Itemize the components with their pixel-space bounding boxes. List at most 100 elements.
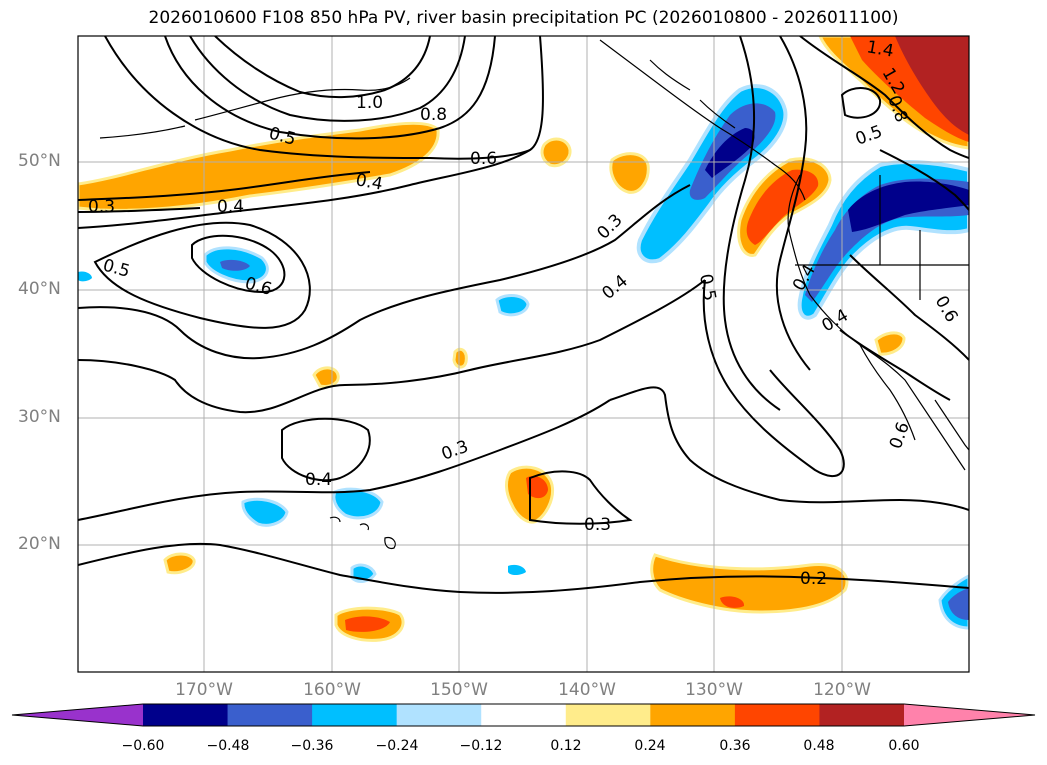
colorbar-tick: −0.60	[121, 738, 165, 754]
shade-blue-small-1	[495, 294, 530, 317]
shade-red-coast	[746, 169, 819, 245]
colorbar-tick: 0.36	[719, 738, 751, 754]
contour-05-loop	[93, 221, 311, 329]
contour-03-se	[609, 386, 969, 511]
contour-label: 0.2	[800, 569, 827, 589]
hawaii-1	[329, 516, 341, 523]
lon-label-140w: 140°W	[558, 680, 616, 700]
colorbar-segment	[734, 704, 820, 726]
lat-label-40n: 40°N	[18, 279, 61, 299]
contour-label: 0.5	[695, 272, 719, 302]
contour-02-south	[78, 542, 969, 594]
shade-orange-south	[650, 553, 849, 614]
colorbar-segment	[650, 704, 736, 726]
contour-ne-2	[879, 149, 969, 211]
contour-label: 1.0	[356, 93, 383, 113]
contour-06	[104, 36, 544, 160]
colorbar-segment	[143, 704, 229, 726]
shade-blue-small-2	[332, 487, 384, 520]
pv-contours	[78, 36, 969, 594]
mexico-coast	[934, 399, 969, 451]
shade-strongblue-se	[948, 588, 969, 620]
aleutian-chain	[99, 125, 186, 139]
lat-label-20n: 20°N	[18, 534, 61, 554]
contour-05-west	[78, 149, 531, 229]
contour-label: 0.4	[305, 470, 332, 490]
lat-label-30n: 30°N	[18, 407, 61, 427]
lat-label-50n: 50°N	[18, 151, 61, 171]
hawaii-2	[359, 523, 370, 531]
shade-strongblue-west	[220, 259, 250, 271]
bc-islands	[649, 59, 736, 129]
contour-05-coast	[722, 36, 781, 411]
baja-coast	[859, 344, 916, 441]
colorbar-tick: 0.60	[888, 738, 920, 754]
shade-red-south	[720, 596, 745, 608]
contour-label: 0.4	[354, 170, 384, 194]
colorbar-outline	[11, 703, 1036, 727]
contour-label: 0.3	[584, 515, 611, 535]
contour-06-coast	[775, 36, 811, 371]
contour-high-2	[189, 36, 466, 122]
colorbar-tick: 0.24	[634, 738, 666, 754]
lon-label-120w: 120°W	[813, 680, 871, 700]
canada-coast	[599, 39, 806, 201]
contour-high-3	[164, 36, 496, 140]
lon-label-130w: 130°W	[685, 680, 743, 700]
shade-blue-small-5	[508, 564, 526, 575]
shade-orange-small-5	[163, 552, 196, 575]
colorbar	[11, 703, 1036, 727]
colorbar-extend-high	[904, 704, 1035, 726]
hawaii-3	[384, 537, 396, 550]
colorbar-segment	[396, 704, 482, 726]
colorbar-tick: −0.48	[206, 738, 250, 754]
contour-ring-ne	[840, 87, 882, 119]
contour-east-2	[839, 329, 951, 401]
contour-label: 0.3	[88, 197, 115, 217]
shade-orange-small-1	[609, 152, 650, 194]
contour-east-1	[849, 254, 969, 361]
colorbar-tick: −0.12	[459, 738, 503, 754]
colorbar-segment	[819, 704, 905, 726]
colorbar-segment	[565, 704, 651, 726]
gridlines	[78, 36, 969, 672]
shade-blue-far-west	[78, 271, 92, 282]
contour-03-south	[78, 399, 611, 521]
contour-label: 0.6	[470, 149, 497, 169]
colorbar-segments	[11, 703, 1036, 727]
shade-orange-small-4	[452, 347, 468, 369]
colorbar-segment	[227, 704, 313, 726]
map-figure: 1.4 1.2 1.0 0.8 0.8 0.6 0.6 0.5 0.5 0.5 …	[77, 35, 970, 673]
lon-label-150w: 150°W	[430, 680, 488, 700]
shade-orange-small-3	[312, 366, 340, 388]
contour-04-west	[78, 171, 371, 201]
shade-navy-east	[848, 181, 969, 232]
contour-04-se	[702, 279, 845, 477]
lon-label-160w: 160°W	[303, 680, 361, 700]
contour-label: 0.4	[217, 197, 244, 217]
colorbar-segment	[481, 704, 567, 726]
shade-blue-small-3	[241, 497, 289, 527]
map-title: 2026010600 F108 850 hPa PV, river basin …	[148, 8, 899, 28]
precip-shading	[78, 36, 969, 642]
colorbar-tick: −0.24	[375, 738, 419, 754]
map-frame	[77, 35, 970, 673]
colorbar-segment	[312, 704, 398, 726]
lon-label-170w: 170°W	[175, 680, 233, 700]
contour-03-loop	[529, 470, 633, 525]
colorbar-tick: −0.36	[290, 738, 334, 754]
contour-label: 0.8	[420, 105, 447, 125]
shade-orange-band	[78, 121, 440, 212]
shade-navy-coast	[705, 128, 755, 178]
colorbar-extend-low	[12, 704, 143, 726]
contour-ne-1	[799, 36, 969, 159]
contour-04-main	[78, 184, 691, 360]
contour-ring-west	[191, 234, 286, 294]
shade-red-hawaii	[345, 616, 390, 632]
colorbar-tick: 0.12	[550, 738, 582, 754]
shade-red-1	[526, 475, 548, 499]
colorbar-tick: 0.48	[803, 738, 835, 754]
shade-orange-coast	[874, 331, 906, 356]
contour-label: 1.4	[865, 37, 895, 61]
contour-label-layer: 1.4 1.2 1.0 0.8 0.8 0.6 0.6 0.5 0.5 0.5 …	[88, 37, 962, 589]
